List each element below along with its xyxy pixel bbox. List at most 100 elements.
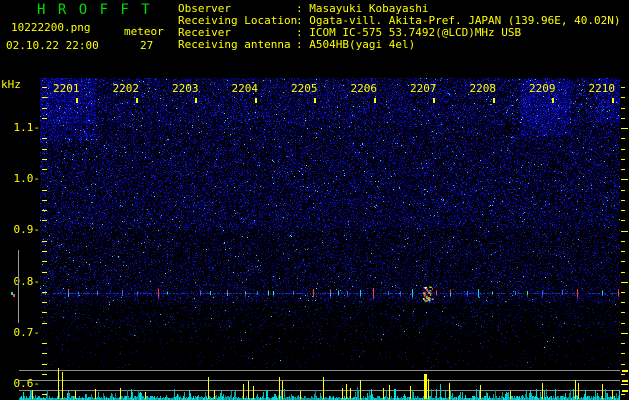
freq-minor-tick-right <box>621 272 625 273</box>
freq-label: 1.1- <box>13 121 41 134</box>
freq-minor-tick-left <box>42 138 47 139</box>
filename-label: 10222200.png <box>11 21 91 34</box>
freq-label: 1.0- <box>13 172 41 185</box>
freq-major-tick-right <box>621 231 628 232</box>
time-tick <box>373 98 376 103</box>
freq-minor-tick-right <box>621 343 625 344</box>
freq-minor-tick-right <box>621 159 625 160</box>
info-colon: : <box>296 14 303 27</box>
time-label: 2203 <box>172 82 199 95</box>
freq-minor-tick-right <box>621 190 625 191</box>
freq-minor-tick-left <box>42 169 47 170</box>
time-label: 2208 <box>469 82 497 95</box>
app-title: H R O F F T <box>37 2 152 18</box>
freq-major-tick-right <box>621 384 628 385</box>
freq-minor-tick-left <box>42 364 47 365</box>
freq-minor-tick-right <box>621 241 625 242</box>
time-tick <box>492 98 495 103</box>
freq-minor-tick-left <box>42 302 47 303</box>
info-label: Receiver <box>178 26 231 39</box>
info-value: A504HB(yagi 4el) <box>309 38 416 51</box>
info-row-antenna: Receiving antenna: A504HB(yagi 4el) <box>178 39 415 51</box>
freq-minor-tick-left <box>42 394 47 395</box>
freq-major-tick-right <box>621 179 628 180</box>
freq-minor-tick-left <box>42 87 47 88</box>
freq-minor-tick-left <box>42 190 47 191</box>
amplitude-canvas <box>19 368 620 400</box>
freq-major-tick-right <box>621 128 628 129</box>
freq-minor-tick-left <box>42 210 47 211</box>
time-label: 2202 <box>112 82 140 95</box>
info-colon: : <box>296 38 303 51</box>
freq-minor-tick-left <box>42 261 47 262</box>
time-label: 2207 <box>410 82 437 95</box>
time-tick <box>433 98 435 103</box>
freq-label: 0.8- <box>13 275 41 288</box>
info-value: ICOM IC-575 53.7492(@LCD)MHz USB <box>309 26 522 39</box>
freq-minor-tick-left <box>42 200 47 201</box>
time-tick <box>611 98 614 103</box>
freq-minor-tick-left <box>42 272 47 273</box>
info-colon: : <box>296 26 303 39</box>
info-value: Masayuki Kobayashi <box>309 2 429 15</box>
freq-minor-tick-right <box>621 251 625 252</box>
amplitude-tick-right <box>622 380 628 382</box>
time-tick <box>314 98 316 103</box>
info-label: Observer <box>178 2 231 15</box>
freq-minor-tick-right <box>621 118 625 119</box>
time-tick <box>76 98 78 103</box>
freq-minor-tick-right <box>621 97 625 98</box>
freq-label: 0.7- <box>13 326 41 339</box>
freq-minor-tick-left <box>42 220 47 221</box>
freq-minor-tick-left <box>42 118 47 119</box>
amplitude-tick-right <box>622 370 628 372</box>
freq-minor-tick-right <box>621 210 625 211</box>
info-colon: : <box>296 2 303 15</box>
time-tick <box>552 98 554 103</box>
freq-minor-tick-left <box>42 343 47 344</box>
time-label: 2205 <box>291 82 318 95</box>
freq-minor-tick-right <box>621 353 625 354</box>
meteor-count: 27 <box>140 39 154 52</box>
freq-minor-tick-right <box>621 364 625 365</box>
freq-minor-tick-left <box>42 374 47 375</box>
freq-window-line <box>18 250 19 323</box>
time-label: 2209 <box>529 82 556 95</box>
info-row-receiver: Receiver: ICOM IC-575 53.7492(@LCD)MHz U… <box>178 27 521 39</box>
time-label: 2204 <box>231 82 259 95</box>
freq-minor-tick-left <box>42 312 47 313</box>
freq-minor-tick-right <box>621 394 625 395</box>
freq-minor-tick-right <box>621 312 625 313</box>
echo-margin-dot <box>11 292 13 295</box>
freq-minor-tick-left <box>42 149 47 150</box>
freq-minor-tick-right <box>621 200 625 201</box>
time-label: 2206 <box>350 82 378 95</box>
time-tick <box>195 98 197 103</box>
freq-minor-tick-left <box>42 292 47 293</box>
amplitude-tick-right <box>622 390 628 392</box>
freq-minor-tick-right <box>621 261 625 262</box>
datetime-label: 02.10.22 22:00 <box>6 39 99 52</box>
info-row-location: Receiving Location: Ogata-vill. Akita-Pr… <box>178 15 621 27</box>
time-tick <box>254 98 257 103</box>
freq-minor-tick-right <box>621 302 625 303</box>
info-label: Receiving antenna <box>178 38 291 51</box>
echo-margin-dot <box>13 294 15 297</box>
mode-label: meteor <box>124 25 164 38</box>
freq-minor-tick-right <box>621 87 625 88</box>
freq-minor-tick-right <box>621 374 625 375</box>
freq-minor-tick-right <box>621 169 625 170</box>
freq-label: 0.6- <box>13 377 41 390</box>
freq-minor-tick-right <box>621 108 625 109</box>
time-label: 2201 <box>53 82 80 95</box>
info-value: Ogata-vill. Akita-Pref. JAPAN (139.96E, … <box>309 14 621 27</box>
freq-minor-tick-right <box>621 138 625 139</box>
freq-minor-tick-right <box>621 149 625 150</box>
freq-major-tick-right <box>621 282 628 283</box>
freq-minor-tick-left <box>42 97 47 98</box>
freq-minor-tick-right <box>621 220 625 221</box>
freq-major-tick-right <box>621 333 628 334</box>
freq-minor-tick-left <box>42 159 47 160</box>
info-label: Receiving Location <box>178 14 298 27</box>
